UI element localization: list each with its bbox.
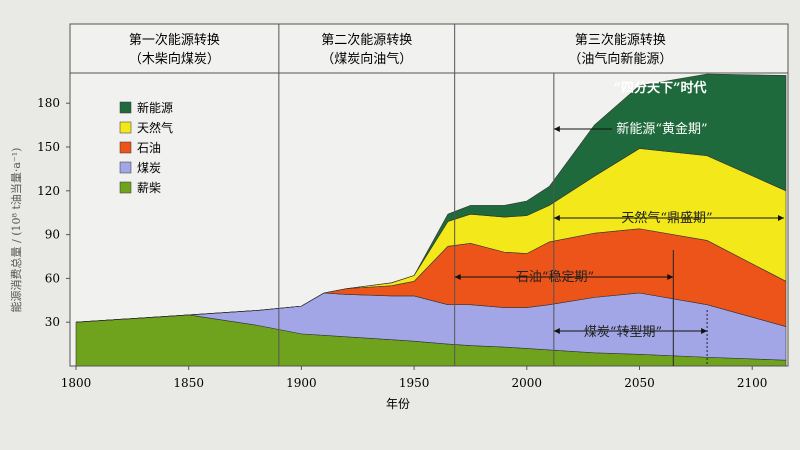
x-tick-label: 2100 [737,376,768,390]
legend-swatch [119,141,132,154]
x-axis-label: 年份 [386,397,410,411]
y-axis-label: 能源消费总量 / (10⁸ t油当量·a⁻¹) [9,148,23,313]
annotation-era: “四分天下”时代 [614,80,707,96]
oil-arrow-arrowhead-left [454,274,461,280]
period-1-title: 第一次能源转换 [129,32,220,48]
plot-border [69,23,789,367]
x-tick-label: 1950 [399,376,430,390]
coal-arrow-arrowhead-right [701,328,708,334]
legend-label: 天然气 [137,120,173,135]
legend-swatch [119,101,132,114]
x-tick-label: 2050 [624,376,655,390]
period-2-subtitle: （煤炭向油气） [321,51,412,67]
frame [69,23,789,367]
legend-label: 煤炭 [137,161,161,175]
gas-arrow-arrowhead-left [553,215,560,221]
period-1-subtitle: （木柴向煤炭） [129,51,220,67]
x-tick-label: 1850 [173,376,204,390]
oil-arrow-arrowhead-right [667,274,674,280]
period-2-title: 第二次能源转换 [321,32,412,48]
annotation-coal: 煤炭“转型期” [584,325,662,340]
y-tick-label: 30 [45,315,60,329]
x-tick-label: 2000 [512,376,543,390]
legend-swatch [119,181,132,194]
y-tick-label: 180 [37,96,60,110]
legend-label: 薪柴 [137,181,161,195]
annotation-oil: 石油“稳定期” [516,269,594,285]
legend-label: 新能源 [137,100,173,115]
x-tick-label: 1900 [286,376,317,390]
annotation-gas: 天然气“鼎盛期” [621,210,712,226]
legend-swatch [119,121,132,134]
axis-ticks: 1800 1850 1900 1950 2000 2050 2100 30 60 90 120 150… [37,96,767,390]
stacked-areas [75,73,787,367]
period-3-subtitle: （油气向新能源） [568,51,672,67]
y-tick-label: 120 [37,184,60,198]
y-tick-label: 90 [45,228,60,242]
legend-label: 石油 [137,141,161,155]
annotation-new-energy: 新能源“黄金期” [616,121,707,137]
period-header: 第一次能源转换 （木柴向煤炭） 第二次能源转换 （煤炭向油气） 第三次能源转换 … [129,32,672,67]
y-tick-label: 150 [37,140,60,154]
x-tick-label: 1800 [61,376,92,390]
legend-swatch [119,161,132,174]
y-tick-label: 60 [45,271,60,285]
new-energy-arrowhead [553,126,560,132]
annotations: “四分天下”时代 新能源“黄金期” 天然气“鼎盛期” 石油“稳定期” 煤炭“转型… [516,80,713,340]
coal-arrow-arrowhead-left [553,328,560,334]
area-5-series [75,73,787,323]
gas-arrow-arrowhead-right [778,215,784,221]
period-3-title: 第三次能源转换 [575,32,666,48]
